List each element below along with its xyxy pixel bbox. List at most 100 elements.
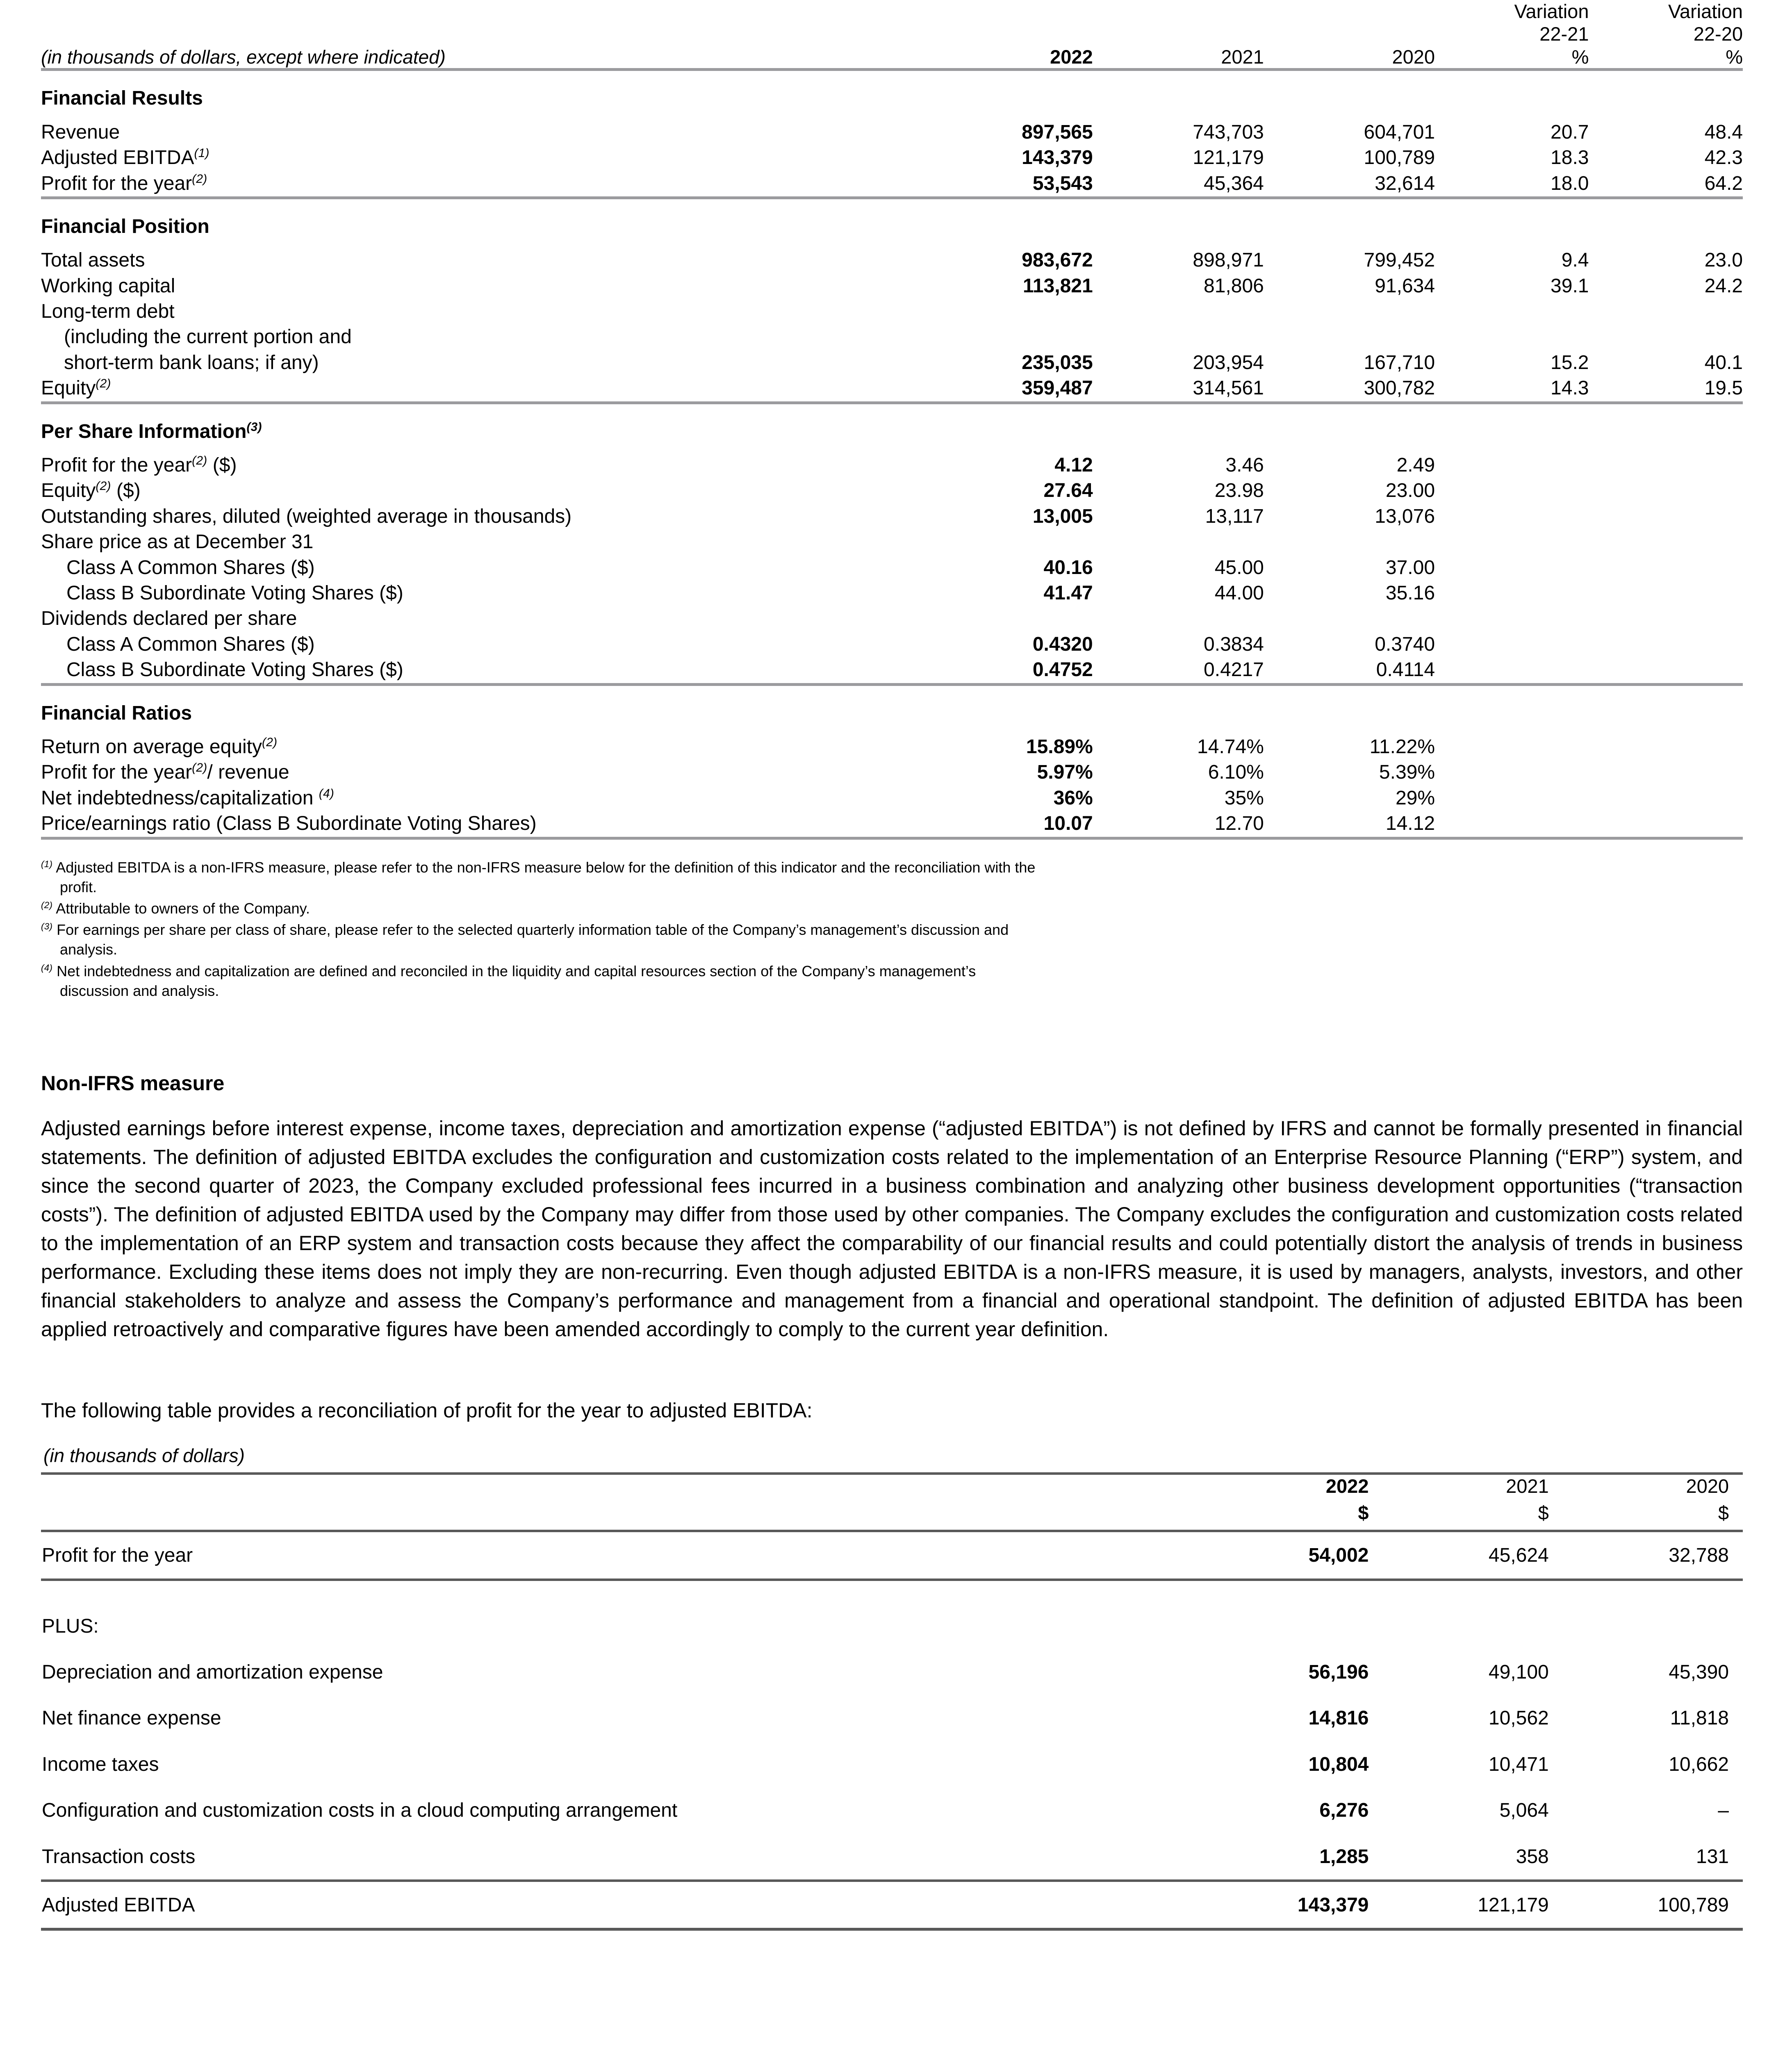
row-value-2021 — [1093, 529, 1264, 555]
section-title-row: Financial Results — [41, 70, 1743, 120]
row-value-2021: 6.10% — [1208, 761, 1264, 784]
row-value-2020: 2.49 — [1396, 454, 1435, 476]
table2-currency-blank — [41, 1501, 1203, 1533]
footnote-marker: (2) — [192, 172, 207, 186]
row-label: Income taxes — [42, 1753, 159, 1775]
row-value-2020: 14.12 — [1264, 811, 1435, 840]
profit-for-the-year-row: Profit for the year 54,002 45,624 32,788 — [41, 1531, 1743, 1581]
row-value-variation-22-21: 20.7 — [1551, 121, 1589, 143]
row-label: Total assets — [41, 249, 145, 271]
table2-header-year-row: 2022 2021 2020 — [41, 1474, 1743, 1501]
row-value-2020: 10,662 — [1669, 1753, 1729, 1775]
table-row: Class A Common Shares ($) 0.4320 0.3834 0.3… — [41, 632, 1743, 657]
table-row: Transaction costs 1,285 358 131 — [41, 1833, 1743, 1882]
section-title-pad — [1264, 684, 1435, 734]
row-value-2022: 27.64 — [1043, 480, 1093, 502]
row-label: Share price as at December 31 — [41, 531, 314, 553]
row-value-2022: 359,487 — [922, 376, 1093, 404]
row-value-2022: 143,379 — [1202, 1880, 1383, 1931]
section-title-financial-results: Financial Results — [41, 87, 203, 109]
footnote-continuation: discussion and analysis. — [60, 982, 219, 999]
table-row: Profit for the year(2) 53,543 45,364 32,614… — [41, 171, 1743, 199]
table2-header-blank — [41, 1474, 1202, 1501]
row-label: Equity(2) — [41, 376, 922, 404]
table-row: Depreciation and amortization expense 56,… — [41, 1649, 1743, 1695]
row-value-variation-22-20 — [1589, 581, 1743, 606]
row-label: Outstanding shares, diluted (weighted av… — [41, 505, 572, 527]
row-value-2022 — [922, 606, 1093, 631]
row-value-variation-22-20 — [1589, 760, 1743, 785]
table2-header-2020: 2020 — [1686, 1475, 1729, 1497]
section-title-pad — [1093, 198, 1264, 248]
row-value-2022: 1,285 — [1202, 1833, 1383, 1882]
row-value-2020: 0.4114 — [1264, 657, 1435, 686]
row-label: Long-term debt (including the current por… — [41, 299, 922, 376]
row-value-variation-22-20: 24.2 — [1704, 275, 1743, 297]
row-value-2020: 5.39% — [1379, 761, 1435, 784]
table1-header-row: (in thousands of dollars, except where i… — [41, 0, 1743, 71]
row-value-2022: 897,565 — [1022, 121, 1093, 143]
table-row: Total assets 983,672 898,971 799,452 9.4 23.0 — [41, 248, 1743, 273]
table2-gap-cell — [1202, 1580, 1382, 1603]
row-value-2021: 5,064 — [1499, 1799, 1549, 1822]
row-value-2021: 44.00 — [1214, 582, 1264, 604]
table-row: Revenue 897,565 743,703 604,701 20.7 48.4 — [41, 120, 1743, 145]
row-value-2022: 40.16 — [1043, 556, 1093, 579]
footnote-marker: (1) — [41, 859, 53, 869]
section-title-pad — [1589, 403, 1743, 453]
row-label: Profit for the year(2) ($) — [41, 454, 237, 476]
row-label: Return on average equity(2) — [41, 735, 278, 758]
plus-pad — [1563, 1603, 1743, 1649]
row-label-line2: (including the current portion and — [64, 326, 352, 348]
row-value-2021: 81,806 — [1204, 275, 1264, 297]
section-title-pad — [922, 70, 1093, 120]
table2-gap-cell — [1382, 1580, 1562, 1603]
table-row: Class A Common Shares ($) 40.16 45.00 37.00 — [41, 555, 1743, 581]
row-value-variation-22-20 — [1589, 606, 1743, 631]
row-label-line3: short-term bank loans; if any) — [64, 351, 319, 374]
table-row: Long-term debt (including the current por… — [41, 299, 1743, 376]
section-title-per-share-information: Per Share Information(3) — [41, 420, 262, 442]
selected-financial-information-table: (in thousands of dollars, except where i… — [41, 0, 1743, 840]
row-value-2022: 5.97% — [1037, 761, 1093, 784]
row-label: Configuration and customization costs in… — [42, 1799, 678, 1822]
row-value-variation-22-20 — [1589, 453, 1743, 478]
row-value-variation-22-20 — [1589, 786, 1743, 811]
reconciliation-table: 2022 2021 2020 $ $ $ Profit for the year 54,002… — [41, 1471, 1743, 1931]
row-label: Profit for the year — [41, 1531, 1203, 1581]
row-value-variation-22-20: 48.4 — [1704, 121, 1743, 143]
row-value-2022: 56,196 — [1308, 1661, 1369, 1683]
row-label: Net indebtedness/capitalization (4) — [41, 786, 335, 809]
row-value-2021: 3.46 — [1225, 454, 1264, 476]
row-value-variation-22-20 — [1589, 734, 1743, 760]
footnote-marker: (2) — [192, 454, 207, 468]
row-value-variation-22-21 — [1435, 632, 1589, 657]
row-value-variation-22-20: 42.3 — [1704, 147, 1743, 169]
row-value-2020: – — [1718, 1799, 1729, 1822]
row-value-variation-22-20: 40.1 — [1704, 351, 1743, 374]
row-value-variation-22-21 — [1435, 734, 1589, 760]
section-title-pad — [922, 403, 1093, 453]
row-value-2022: 143,379 — [1022, 147, 1093, 169]
adjusted-ebitda-total-row: Adjusted EBITDA 143,379 121,179 100,789 — [41, 1880, 1743, 1931]
row-value-variation-22-20 — [1589, 478, 1743, 503]
row-value-2020: 604,701 — [1364, 121, 1435, 143]
footnote-marker: (2) — [41, 900, 53, 910]
section-title-pad — [1264, 403, 1435, 453]
table-row: Net finance expense 14,816 10,562 11,818 — [41, 1695, 1743, 1741]
table1-header-2022: 2022 — [922, 0, 1093, 71]
footnote-marker: (2) — [262, 735, 278, 749]
row-value-variation-22-20 — [1589, 657, 1743, 686]
row-label: Depreciation and amortization expense — [42, 1661, 383, 1683]
row-value-variation-22-21 — [1435, 555, 1589, 581]
row-value-2022: 36% — [1053, 787, 1093, 809]
row-value-2020: 45,390 — [1669, 1661, 1729, 1683]
footnote-marker: (3) — [41, 921, 53, 932]
section-title-pad — [1264, 198, 1435, 248]
row-value-2021: 121,179 — [1193, 147, 1264, 169]
row-label: Class B Subordinate Voting Shares ($) — [41, 657, 922, 686]
row-value-variation-22-21: 14.3 — [1435, 376, 1589, 404]
row-value-variation-22-21 — [1435, 760, 1589, 785]
section-title-pad — [1589, 684, 1743, 734]
row-value-2020: 131 — [1562, 1833, 1743, 1882]
